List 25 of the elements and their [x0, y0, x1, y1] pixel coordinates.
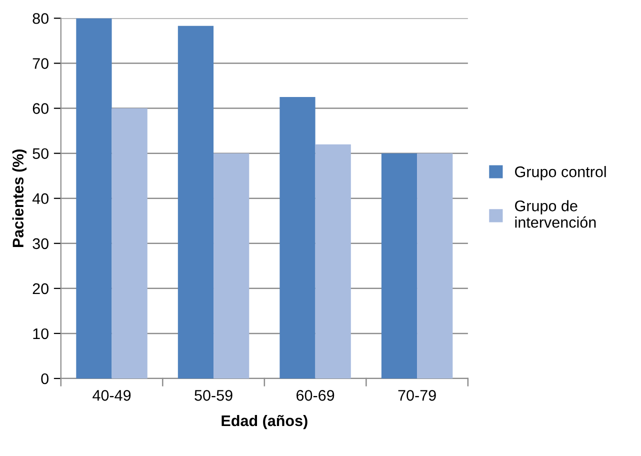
x-tick-label: 70-79: [398, 390, 436, 401]
bar: [280, 97, 316, 378]
bar: [112, 108, 148, 378]
bar: [214, 153, 250, 378]
bar: [178, 26, 214, 378]
x-tick-label: 40-49: [92, 390, 131, 401]
y-tick-label: 80: [32, 13, 48, 24]
bar: [381, 153, 418, 378]
y-tick-label: 60: [32, 103, 48, 114]
bar: [417, 153, 453, 378]
legend-label: Grupo control: [515, 166, 606, 180]
y-tick-label: 30: [32, 238, 48, 250]
legend-label: Grupo de intervención: [515, 200, 596, 228]
y-tick-label: 20: [32, 283, 48, 294]
x-tick-label: 60-69: [296, 390, 334, 401]
bar: [315, 144, 351, 378]
x-tick-label: 50-59: [194, 390, 232, 401]
y-tick-label: 50: [32, 148, 48, 160]
x-axis-title: Edad (años): [222, 414, 308, 430]
y-tick-label: 0: [41, 373, 48, 384]
bar: [76, 18, 112, 378]
y-axis-title: Pacientes (%): [12, 149, 27, 248]
y-tick-label: 10: [33, 328, 48, 340]
y-tick-label: 70: [32, 58, 48, 69]
y-tick-label: 40: [32, 193, 48, 204]
